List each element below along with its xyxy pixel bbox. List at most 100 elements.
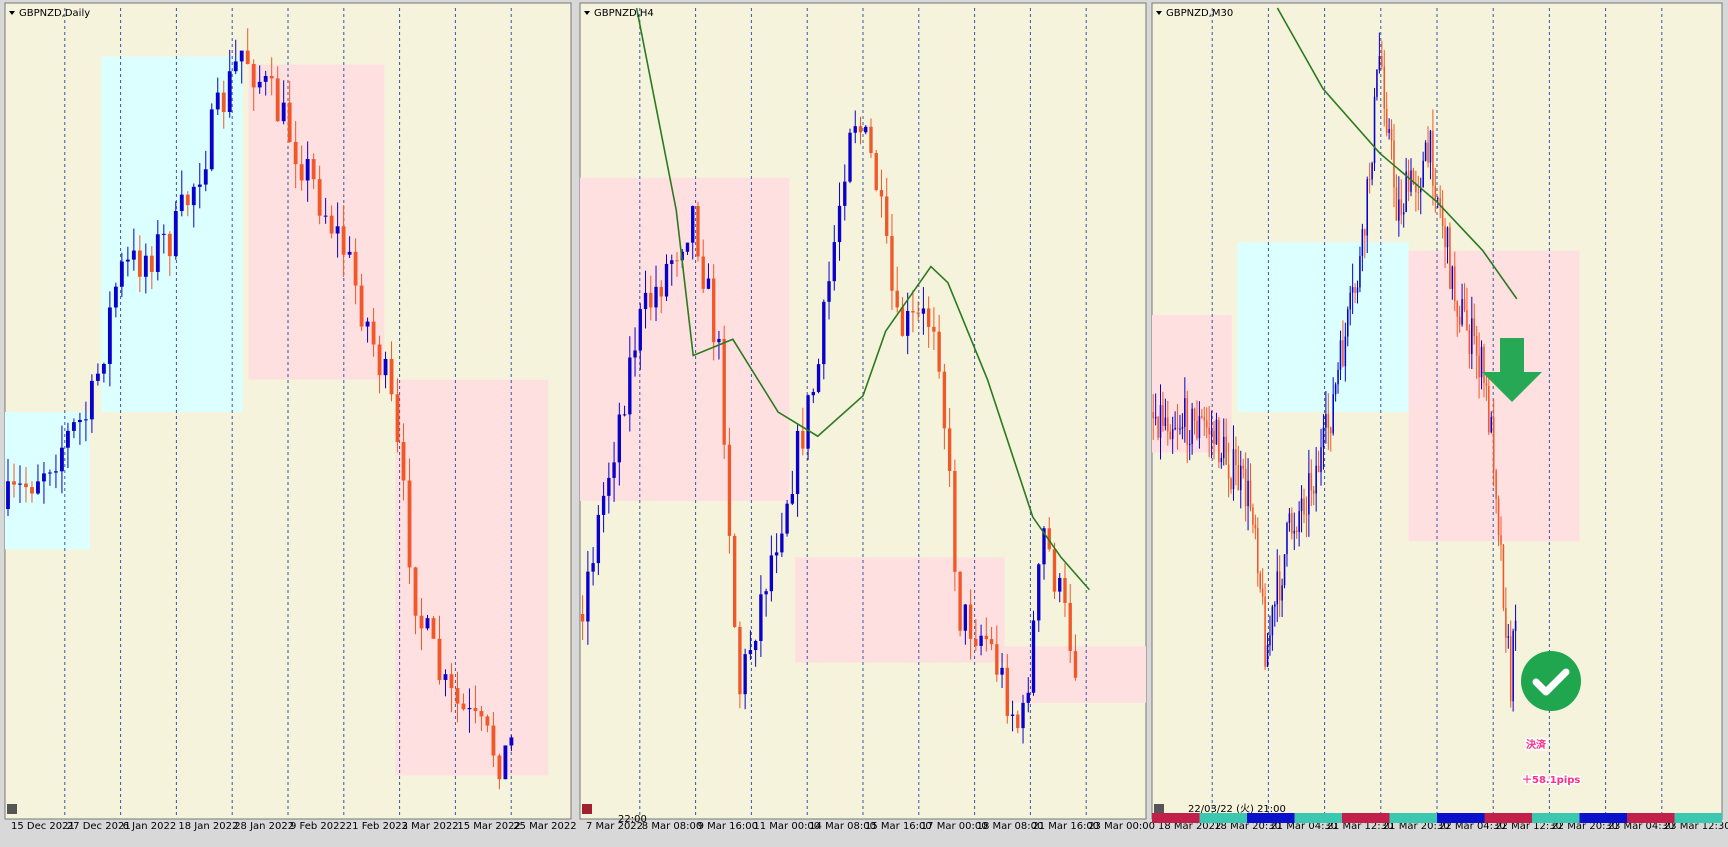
candle-body — [1047, 528, 1051, 550]
candle-body — [42, 473, 46, 482]
candle-body — [1281, 585, 1283, 601]
candle-body — [1242, 465, 1244, 469]
candle-body — [1254, 524, 1257, 529]
candle-body — [617, 414, 621, 463]
candle-body — [1439, 198, 1441, 206]
x-axis-label: 3 Mar 2022 — [402, 821, 459, 832]
candle-body — [753, 640, 758, 651]
candle-body — [1451, 266, 1454, 289]
candle-body — [1461, 299, 1463, 325]
candle-body — [18, 483, 22, 485]
candle-body — [1164, 417, 1167, 426]
candle-body — [131, 250, 136, 260]
candle-body — [1371, 163, 1373, 180]
candle-body — [1058, 577, 1062, 592]
candle-body — [437, 638, 442, 680]
candle-body — [299, 164, 304, 181]
candle-body — [785, 503, 789, 534]
candle-body — [612, 462, 616, 478]
x-axis-label: 21 Mar 12:30 — [1327, 821, 1394, 832]
title-arrow — [584, 11, 590, 15]
candle-body — [1303, 498, 1305, 515]
candle-body — [1252, 507, 1254, 525]
candle-body — [596, 514, 601, 564]
candle-body — [125, 259, 130, 262]
candle-body — [1424, 142, 1427, 161]
candle-body — [1264, 596, 1266, 667]
candle-body — [769, 555, 774, 592]
candle-body — [816, 364, 821, 392]
candle-body — [1239, 465, 1242, 491]
candle-body — [1291, 513, 1293, 534]
candle-body — [215, 92, 220, 110]
candle-body — [858, 126, 863, 133]
x-axis-label: 18 Jan 2022 — [178, 821, 238, 832]
candle-body — [1393, 140, 1395, 188]
candle-body — [748, 650, 753, 655]
candle-body — [353, 251, 358, 286]
candle-body — [149, 255, 154, 272]
candle-body — [1322, 427, 1325, 448]
candle-body — [827, 281, 831, 302]
candle-body — [1210, 430, 1213, 435]
candle-body — [1188, 443, 1191, 446]
candle-body — [1169, 431, 1172, 440]
x-axis-label: 21 Mar 20:30 — [1383, 821, 1450, 832]
candle-body — [1276, 571, 1279, 605]
x-axis-label: 8 Mar 08:00 — [642, 821, 702, 832]
candle-body — [1359, 256, 1361, 288]
candle-body — [1385, 108, 1388, 133]
candle-body — [916, 312, 920, 314]
candle-body — [95, 373, 100, 381]
candle-body — [622, 414, 627, 416]
candle-body — [1405, 171, 1407, 213]
candle-body — [1407, 171, 1410, 192]
candle-body — [1052, 549, 1057, 592]
x-axis-label: 15 Mar 2022 — [457, 821, 520, 832]
candle-body — [974, 638, 978, 646]
candle-body — [287, 102, 292, 142]
candle-body — [1213, 430, 1215, 445]
indicator-strip — [1627, 813, 1675, 823]
candle-body — [1351, 287, 1354, 293]
candle-body — [638, 309, 642, 351]
candle-body — [1312, 490, 1315, 494]
candle-body — [1244, 468, 1247, 507]
candle-body — [1261, 588, 1264, 597]
zone — [1237, 242, 1409, 412]
candle-body — [995, 644, 999, 675]
candle-body — [895, 290, 899, 308]
candle-body — [1274, 604, 1276, 607]
candle-body — [1293, 530, 1296, 534]
candle-body — [706, 278, 711, 289]
candle-body — [383, 358, 388, 376]
candle-body — [1174, 427, 1176, 430]
candle-body — [801, 430, 805, 449]
candle-body — [906, 310, 910, 336]
candle-body — [389, 358, 394, 395]
candle-body — [1342, 340, 1344, 367]
candle-body — [1410, 170, 1412, 192]
candle-body — [1196, 420, 1198, 439]
candle-body — [649, 292, 653, 308]
zone — [795, 557, 1005, 663]
x-axis-label: 23 Mar 04:30 — [1608, 821, 1675, 832]
candle-body — [119, 261, 124, 287]
candle-body — [1220, 458, 1223, 463]
candle-body — [1412, 170, 1415, 185]
candle-body — [1031, 620, 1036, 693]
candle-body — [1286, 522, 1288, 555]
candle-body — [1184, 398, 1186, 427]
candle-body — [335, 226, 340, 234]
candle-body — [1225, 436, 1227, 465]
candle-body — [485, 716, 490, 726]
candle-body — [89, 380, 94, 420]
candle-body — [347, 251, 352, 255]
candle-body — [1215, 419, 1218, 445]
candle-body — [419, 615, 424, 629]
candle-body — [467, 707, 472, 710]
x-axis-label: 15 Mar 16:00 — [865, 821, 932, 832]
candle-body — [1505, 607, 1507, 638]
candle-body — [293, 141, 298, 165]
